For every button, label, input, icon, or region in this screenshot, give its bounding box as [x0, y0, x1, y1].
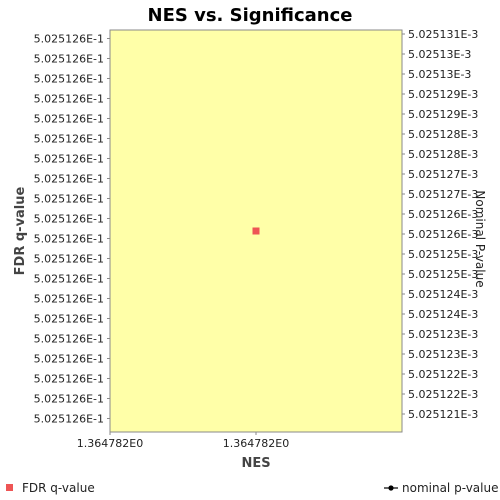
y2-tick-label: 5.025127E-3 — [408, 168, 478, 181]
y2-tick-label: 5.025125E-3 — [408, 248, 478, 261]
y2-tick-label: 5.025123E-3 — [408, 348, 478, 361]
y-axis-ticks: 5.025126E-1 5.025126E-1 5.025126E-1 5.02512… — [34, 33, 110, 426]
y-tick-label: 5.025126E-1 — [34, 233, 104, 246]
y2-tick-label: 5.025122E-3 — [408, 368, 478, 381]
legend-fdr-marker — [6, 484, 13, 491]
y-axis-label: FDR q-value — [13, 186, 28, 275]
y2-tick-label: 5.025131E-3 — [408, 28, 478, 41]
y2-tick-label: 5.025128E-3 — [408, 148, 478, 161]
y2-tick-label: 5.025128E-3 — [408, 128, 478, 141]
y2-tick-label: 5.025129E-3 — [408, 88, 478, 101]
y-tick-label: 5.025126E-1 — [34, 213, 104, 226]
y2-tick-label: 5.025126E-3 — [408, 228, 478, 241]
y2-tick-label: 5.025122E-3 — [408, 388, 478, 401]
y2-tick-label: 5.02513E-3 — [408, 68, 471, 81]
y-tick-label: 5.025126E-1 — [34, 313, 104, 326]
y2-axis-ticks: 5.025131E-3 5.02513E-3 5.02513E-3 5.025129E… — [402, 28, 478, 421]
y2-tick-label: 5.025121E-3 — [408, 408, 478, 421]
y2-tick-label: 5.025127E-3 — [408, 188, 478, 201]
y-tick-label: 5.025126E-1 — [34, 153, 104, 166]
y-tick-label: 5.025126E-1 — [34, 173, 104, 186]
y2-axis-label: Nominal P-value — [473, 190, 487, 287]
y-tick-label: 5.025126E-1 — [34, 53, 104, 66]
y2-tick-label: 5.025125E-3 — [408, 268, 478, 281]
y-tick-label: 5.025126E-1 — [34, 93, 104, 106]
y2-tick-label: 5.025126E-3 — [408, 208, 478, 221]
y2-tick-label: 5.025123E-3 — [408, 328, 478, 341]
y-tick-label: 5.025126E-1 — [34, 133, 104, 146]
legend-fdr-label: FDR q-value — [22, 481, 95, 495]
legend-pvalue-label: nominal p-value — [402, 481, 498, 495]
y-tick-label: 5.025126E-1 — [34, 273, 104, 286]
y2-tick-label: 5.025129E-3 — [408, 108, 478, 121]
x-axis-ticks: 1.364782E0 1.364782E0 — [77, 432, 289, 450]
fdr-data-point — [252, 227, 260, 235]
y-tick-label: 5.025126E-1 — [34, 413, 104, 426]
legend: FDR q-value nominal p-value — [6, 481, 498, 495]
x-axis-label: NES — [241, 456, 270, 471]
y-tick-label: 5.025126E-1 — [34, 33, 104, 46]
y-tick-label: 5.025126E-1 — [34, 293, 104, 306]
y2-tick-label: 5.02513E-3 — [408, 48, 471, 61]
chart-title: NES vs. Significance — [148, 5, 353, 26]
y-tick-label: 5.025126E-1 — [34, 113, 104, 126]
y-tick-label: 5.025126E-1 — [34, 193, 104, 206]
y-tick-label: 5.025126E-1 — [34, 73, 104, 86]
data-points — [252, 227, 260, 235]
legend-pvalue-marker — [388, 485, 394, 491]
y2-tick-label: 5.025124E-3 — [408, 288, 478, 301]
x-tick-label: 1.364782E0 — [223, 437, 289, 450]
y-tick-label: 5.025126E-1 — [34, 253, 104, 266]
x-tick-label: 1.364782E0 — [77, 437, 143, 450]
y-tick-label: 5.025126E-1 — [34, 353, 104, 366]
y-tick-label: 5.025126E-1 — [34, 333, 104, 346]
y2-tick-label: 5.025124E-3 — [408, 308, 478, 321]
y-tick-label: 5.025126E-1 — [34, 393, 104, 406]
y-tick-label: 5.025126E-1 — [34, 373, 104, 386]
